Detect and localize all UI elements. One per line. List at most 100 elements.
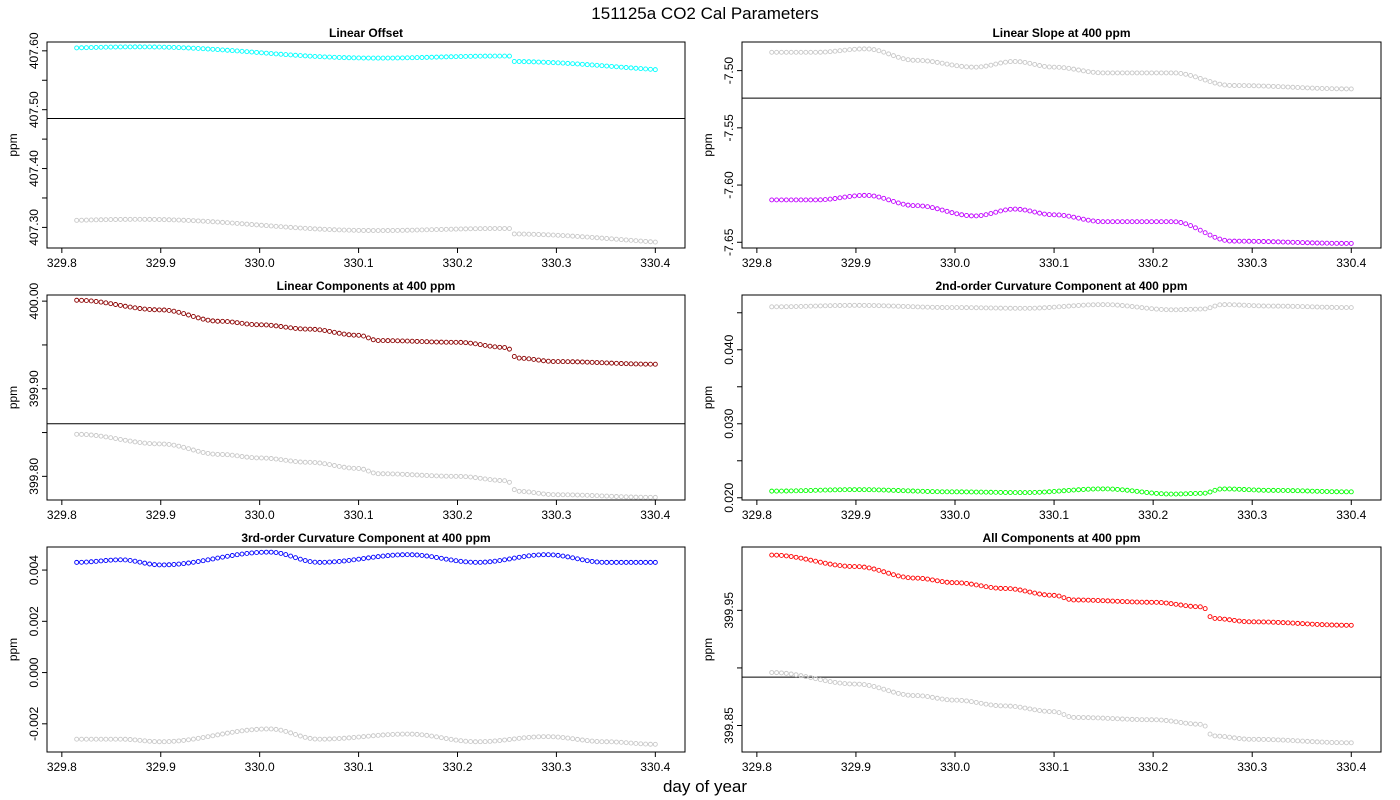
data-point bbox=[570, 555, 576, 561]
y-tick-label: -7.60 bbox=[722, 171, 736, 199]
data-point bbox=[395, 471, 401, 477]
data-point bbox=[1197, 721, 1203, 727]
data-point bbox=[244, 551, 250, 556]
data-point bbox=[633, 494, 639, 500]
data-point bbox=[891, 572, 896, 578]
data-point bbox=[1012, 586, 1018, 592]
data-point bbox=[1319, 240, 1325, 246]
data-point bbox=[1300, 621, 1306, 627]
data-point bbox=[1290, 84, 1296, 90]
data-point bbox=[1309, 621, 1315, 627]
data-point bbox=[312, 559, 318, 565]
data-point bbox=[604, 493, 610, 499]
data-point bbox=[842, 47, 848, 53]
data-point bbox=[93, 44, 99, 50]
data-point bbox=[224, 452, 230, 458]
plot-frame bbox=[741, 294, 1382, 501]
data-point bbox=[1085, 69, 1091, 75]
data-point bbox=[570, 492, 576, 498]
data-point bbox=[181, 561, 187, 567]
data-point bbox=[1334, 489, 1340, 495]
data-point bbox=[161, 441, 167, 447]
data-point bbox=[390, 55, 396, 61]
data-point bbox=[929, 577, 935, 583]
data-point bbox=[414, 338, 420, 344]
data-point bbox=[370, 228, 376, 233]
data-point bbox=[832, 679, 838, 685]
data-point bbox=[1046, 592, 1052, 598]
data-point bbox=[375, 338, 381, 343]
data-point bbox=[390, 338, 396, 344]
data-point bbox=[1076, 67, 1082, 73]
data-point bbox=[915, 488, 921, 494]
data-point bbox=[477, 342, 483, 348]
plot-frame bbox=[741, 41, 1382, 249]
data-point bbox=[98, 217, 104, 223]
data-point bbox=[575, 61, 580, 67]
data-point bbox=[866, 682, 872, 688]
series-1 bbox=[74, 44, 658, 73]
data-point bbox=[1032, 209, 1038, 215]
data-point bbox=[288, 52, 294, 58]
data-point bbox=[1178, 70, 1184, 76]
data-point bbox=[147, 307, 153, 312]
series-2 bbox=[74, 726, 658, 747]
data-point bbox=[297, 225, 303, 231]
data-point bbox=[346, 332, 352, 338]
data-point bbox=[891, 689, 896, 695]
data-point bbox=[516, 554, 522, 560]
data-point bbox=[79, 297, 84, 303]
data-point bbox=[1007, 206, 1013, 212]
data-point bbox=[964, 64, 969, 70]
data-point bbox=[618, 739, 624, 745]
data-point bbox=[1124, 219, 1130, 225]
data-point bbox=[1173, 601, 1179, 607]
data-point bbox=[613, 64, 619, 70]
data-point bbox=[541, 59, 546, 65]
data-point bbox=[127, 438, 133, 444]
data-point bbox=[98, 433, 104, 439]
data-point bbox=[633, 238, 639, 244]
data-point bbox=[964, 213, 969, 218]
y-tick-label: 0.020 bbox=[722, 482, 736, 512]
data-point bbox=[302, 326, 308, 332]
data-point bbox=[103, 300, 109, 306]
data-point bbox=[283, 457, 289, 463]
data-point bbox=[1017, 305, 1023, 311]
data-point bbox=[934, 695, 940, 701]
data-point bbox=[229, 48, 235, 54]
data-point bbox=[346, 557, 352, 563]
data-point bbox=[993, 61, 999, 67]
data-point bbox=[769, 488, 775, 494]
data-point bbox=[458, 738, 464, 744]
data-point bbox=[1076, 487, 1082, 493]
data-point bbox=[847, 487, 853, 493]
data-point bbox=[1110, 716, 1116, 722]
data-point bbox=[1309, 488, 1315, 494]
data-point bbox=[1207, 79, 1213, 85]
data-point bbox=[1007, 490, 1013, 495]
data-point bbox=[453, 473, 459, 479]
data-point bbox=[171, 738, 177, 744]
data-point bbox=[1246, 619, 1252, 625]
data-point bbox=[142, 560, 148, 566]
data-point bbox=[1163, 491, 1169, 497]
x-tick-label: 329.9 bbox=[841, 256, 871, 270]
data-point bbox=[472, 53, 478, 59]
data-point bbox=[497, 558, 503, 563]
data-point bbox=[1348, 622, 1354, 628]
data-point bbox=[1309, 739, 1315, 745]
x-tick-label: 330.3 bbox=[541, 256, 571, 270]
data-point bbox=[1212, 615, 1218, 621]
data-point bbox=[618, 64, 624, 70]
data-point bbox=[964, 489, 969, 495]
data-point bbox=[910, 57, 916, 63]
data-point bbox=[1066, 303, 1072, 309]
data-point bbox=[1037, 591, 1043, 597]
data-point bbox=[132, 44, 138, 50]
data-point bbox=[492, 344, 498, 350]
data-point bbox=[1183, 71, 1189, 77]
data-point bbox=[998, 703, 1004, 709]
data-point bbox=[618, 361, 624, 366]
